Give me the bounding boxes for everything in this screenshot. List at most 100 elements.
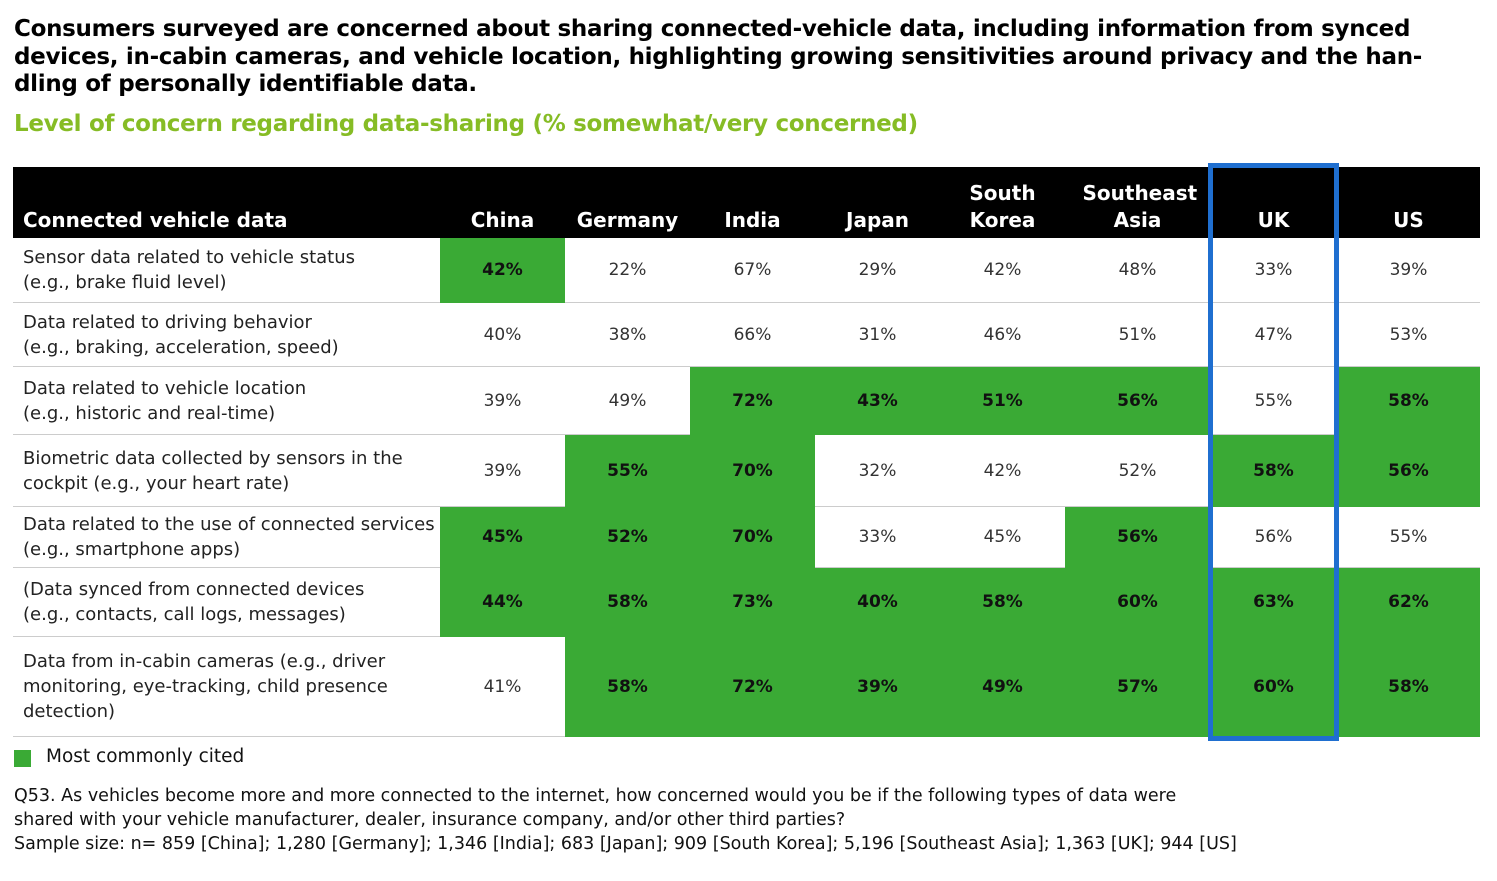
column-header: Japan — [815, 167, 940, 238]
table-cell: 47% — [1210, 303, 1337, 367]
legend-swatch — [14, 750, 31, 767]
cell-value: 48% — [1118, 260, 1157, 280]
cell-value: 33% — [858, 527, 897, 547]
table-cell: 56% — [1210, 507, 1337, 568]
title-line: devices, in-cabin cameras, and vehicle l… — [14, 43, 1423, 70]
table-cell: 22% — [565, 238, 690, 303]
table-cell: 39% — [440, 367, 565, 435]
row-label: Data from in-cabin cameras (e.g., driver… — [13, 637, 440, 737]
column-header: US — [1337, 167, 1480, 238]
cell-value: 52% — [607, 527, 648, 547]
table-cell: 32% — [815, 435, 940, 507]
row-label-line: cockpit (e.g., your heart rate) — [23, 472, 290, 494]
row-label-line: Data related to driving behavior — [23, 311, 312, 333]
cell-value: 73% — [732, 592, 773, 612]
row-label-line: Sensor data related to vehicle status — [23, 247, 356, 268]
table-cell: 58% — [1210, 435, 1337, 507]
table-cell: 38% — [565, 303, 690, 367]
table-cell: 45% — [940, 507, 1065, 568]
table-cell: 41% — [440, 637, 565, 737]
table-cell: 33% — [815, 507, 940, 568]
table-cell: 70% — [690, 435, 815, 507]
table-cell: 39% — [440, 435, 565, 507]
table-cell: 39% — [815, 637, 940, 737]
header-text: UK — [1257, 208, 1290, 232]
column-header: Southeast Asia — [1065, 167, 1210, 238]
table-cell: 42% — [940, 238, 1065, 303]
cell-value: 70% — [732, 460, 773, 481]
cell-value: 58% — [982, 592, 1023, 612]
row-label-line: (Data synced from connected devices — [23, 579, 365, 600]
row-label: (Data synced from connected devices (e.g.… — [13, 568, 440, 637]
cell-value: 56% — [1254, 527, 1293, 547]
cell-value: 55% — [1254, 390, 1293, 411]
row-label-line: Data related to the use of connected ser… — [23, 514, 435, 535]
row-label-line: (e.g., brake fluid level) — [23, 272, 227, 293]
cell-value: 55% — [607, 460, 648, 481]
cell-value: 39% — [483, 460, 522, 481]
note-line: shared with your vehicle manufacturer, d… — [14, 810, 846, 830]
column-header: Connected vehicle data — [13, 167, 440, 238]
column-header: China — [440, 167, 565, 238]
table-cell: 55% — [565, 435, 690, 507]
cell-value: 43% — [857, 390, 898, 411]
column-emphasis — [1208, 163, 1339, 741]
cell-value: 51% — [982, 390, 1023, 411]
cell-value: 55% — [1389, 527, 1428, 547]
cell-value: 72% — [732, 390, 773, 411]
cell-value: 56% — [1388, 460, 1429, 481]
row-label-line: (e.g., historic and real-time) — [23, 402, 276, 424]
cell-value: 40% — [483, 324, 522, 345]
header-text: Germany — [576, 208, 679, 232]
row-label: Biometric data collected by sensors in t… — [13, 435, 440, 507]
table-cell: 45% — [440, 507, 565, 568]
table-cell: 49% — [940, 637, 1065, 737]
header-text: Connected vehicle data — [23, 208, 288, 232]
cell-value: 39% — [857, 676, 898, 697]
row-label: Data related to driving behavior (e.g., b… — [13, 303, 440, 367]
cell-value: 63% — [1253, 592, 1294, 612]
table-cell: 51% — [940, 367, 1065, 435]
cell-value: 70% — [732, 527, 773, 547]
cell-value: 39% — [483, 390, 522, 411]
table-cell: 40% — [440, 303, 565, 367]
table-cell: 55% — [1337, 507, 1480, 568]
cell-value: 31% — [858, 324, 897, 345]
cell-value: 40% — [857, 592, 898, 612]
row-label: Data related to the use of connected ser… — [13, 507, 440, 568]
cell-value: 42% — [482, 260, 523, 280]
table-cell: 33% — [1210, 238, 1337, 303]
table-cell: 31% — [815, 303, 940, 367]
cell-value: 57% — [1117, 676, 1158, 697]
cell-value: 56% — [1117, 527, 1158, 547]
table-cell: 63% — [1210, 568, 1337, 637]
table-cell: 52% — [1065, 435, 1210, 507]
table-cell: 57% — [1065, 637, 1210, 737]
table-cell: 72% — [690, 367, 815, 435]
table-cell: 72% — [690, 637, 815, 737]
table-cell: 29% — [815, 238, 940, 303]
cell-value: 62% — [1388, 592, 1429, 612]
table-cell: 49% — [565, 367, 690, 435]
cell-value: 58% — [1388, 676, 1429, 697]
table-cell: 62% — [1337, 568, 1480, 637]
cell-value: 52% — [1118, 460, 1157, 481]
table-cell: 58% — [940, 568, 1065, 637]
row-label-line: (e.g., braking, acceleration, speed) — [23, 336, 339, 358]
table-cell: 66% — [690, 303, 815, 367]
cell-value: 60% — [1117, 592, 1158, 612]
header-text: China — [470, 208, 535, 232]
note-line: Q53. As vehicles become more and more co… — [14, 786, 1177, 806]
cell-value: 58% — [1253, 460, 1294, 481]
table-cell: 60% — [1210, 637, 1337, 737]
cell-value: 67% — [733, 260, 772, 280]
column-header: India — [690, 167, 815, 238]
cell-value: 42% — [983, 460, 1022, 481]
note-line: Sample size: n= 859 [China]; 1,280 [Germ… — [14, 834, 1237, 854]
row-label-line: (e.g., smartphone apps) — [23, 539, 241, 560]
row-label-line: Data from in-cabin cameras (e.g., driver — [23, 651, 386, 672]
cell-value: 47% — [1254, 324, 1293, 345]
table-cell: 40% — [815, 568, 940, 637]
